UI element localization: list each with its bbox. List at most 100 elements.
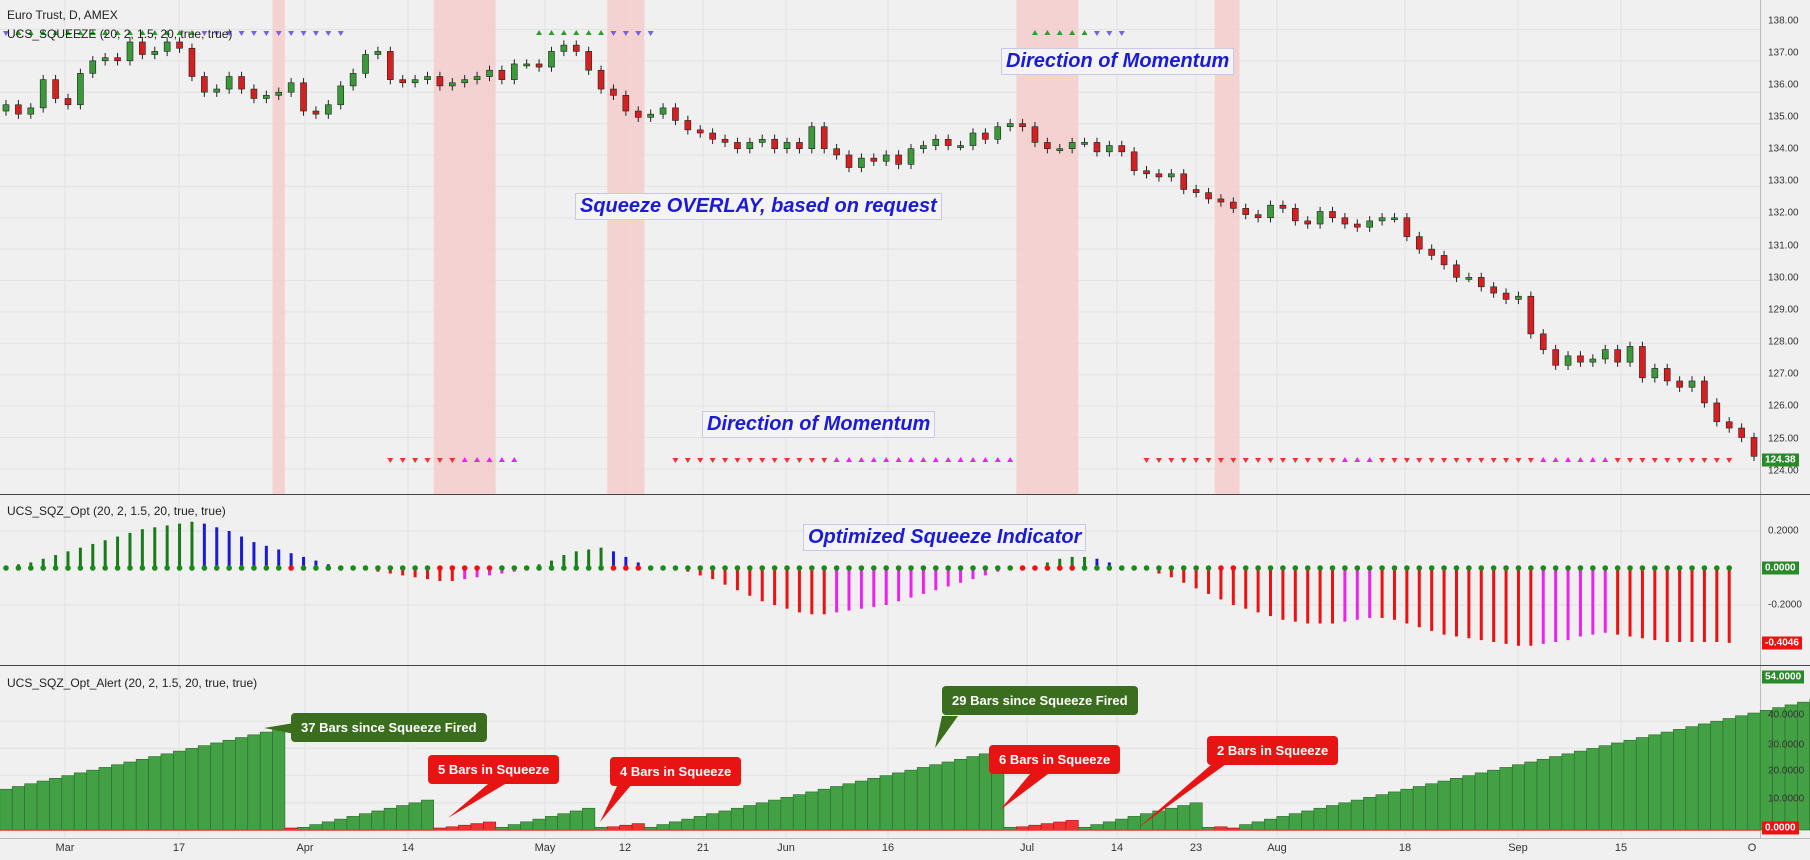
candle xyxy=(1279,204,1287,209)
candle xyxy=(944,138,952,146)
price-tick: 135.00 xyxy=(1768,111,1799,123)
candle xyxy=(969,132,977,146)
squeeze-dot xyxy=(1701,565,1708,571)
squeeze-dot xyxy=(499,565,505,571)
squeeze-dot xyxy=(523,565,530,571)
momentum-triangle xyxy=(1366,457,1373,462)
alert-bar xyxy=(1673,729,1687,831)
momentum-triangle xyxy=(226,31,233,36)
momentum-triangle xyxy=(1478,458,1485,463)
squeeze-dot xyxy=(647,565,654,571)
candle xyxy=(64,98,72,106)
chart-title[interactable]: Euro Trust, D, AMEX xyxy=(7,8,118,22)
alert-bar xyxy=(148,756,162,831)
momentum-triangle xyxy=(610,31,617,36)
candle xyxy=(399,79,407,84)
candle xyxy=(225,76,233,90)
price-tick: 126.00 xyxy=(1768,400,1799,412)
candle xyxy=(27,107,35,115)
callout-bars-since-fired: 29 Bars since Squeeze Fired xyxy=(942,686,1138,715)
squeeze-dot xyxy=(821,565,828,571)
price-indicator-label[interactable]: UCS_SQUEEZE (20, 2, 1.5, 20, true, true) xyxy=(7,27,233,41)
squeeze-dot xyxy=(771,565,778,571)
alert-bar xyxy=(706,813,720,831)
alert-tick: 20.0000 xyxy=(1768,765,1805,777)
alert-bar xyxy=(1264,818,1278,831)
squeeze-dot xyxy=(437,565,443,571)
squeeze-dot xyxy=(102,565,108,571)
squeeze-dot xyxy=(1131,565,1137,571)
momentum-triangle xyxy=(771,458,778,463)
candle xyxy=(994,126,1002,140)
squeeze-dot xyxy=(263,565,270,571)
squeeze-dot xyxy=(1602,565,1609,571)
price-axis[interactable] xyxy=(1760,0,1810,494)
candle xyxy=(1502,292,1510,300)
alert-bar xyxy=(532,818,546,831)
candle xyxy=(1713,402,1721,423)
price-tick: 137.00 xyxy=(1768,47,1799,59)
time-tick: O xyxy=(1747,842,1757,854)
momentum-triangle xyxy=(1267,458,1274,463)
squeeze-dot xyxy=(412,565,418,571)
momentum-triangle xyxy=(1106,31,1113,36)
momentum-triangle xyxy=(1639,458,1646,463)
time-tick: 17 xyxy=(172,842,186,854)
oscillator-indicator-label[interactable]: UCS_SQZ_Opt (20, 2, 1.5, 20, true, true) xyxy=(7,504,226,518)
momentum-triangle xyxy=(1143,458,1150,463)
candle xyxy=(1738,427,1745,438)
candle xyxy=(362,54,369,74)
candle xyxy=(1056,148,1064,151)
squeeze-dot xyxy=(350,565,356,571)
momentum-triangle xyxy=(895,457,902,462)
price-tick: 132.00 xyxy=(1768,207,1799,219)
candle xyxy=(1031,126,1039,143)
momentum-triangle xyxy=(288,31,295,36)
candle xyxy=(89,60,97,74)
candle xyxy=(1168,173,1175,178)
alert-bar xyxy=(247,734,261,831)
alert-bar xyxy=(1660,731,1674,831)
momentum-triangle xyxy=(102,30,109,35)
candle xyxy=(696,129,704,134)
squeeze-dot xyxy=(846,565,852,571)
candle xyxy=(1614,349,1621,363)
momentum-triangle xyxy=(1317,458,1324,463)
candle xyxy=(448,82,456,87)
candle xyxy=(845,154,853,168)
alert-bar xyxy=(1325,805,1339,831)
alert-indicator-label[interactable]: UCS_SQZ_Opt_Alert (20, 2, 1.5, 20, true,… xyxy=(7,676,258,690)
squeeze-dot xyxy=(213,565,220,571)
momentum-triangle xyxy=(151,30,158,35)
squeeze-dot xyxy=(300,565,307,571)
squeeze-dot xyxy=(1180,565,1187,571)
callout-pointer xyxy=(935,716,958,748)
alert-bar xyxy=(743,805,757,831)
squeeze-dot xyxy=(908,565,914,571)
candle xyxy=(510,63,518,80)
pane-separator[interactable] xyxy=(0,494,1810,495)
momentum-triangle xyxy=(1155,458,1162,463)
alert-bar xyxy=(1511,764,1525,831)
candle xyxy=(796,142,803,149)
momentum-triangle xyxy=(1044,30,1051,35)
momentum-triangle xyxy=(1118,31,1125,36)
momentum-triangle xyxy=(808,458,815,463)
momentum-triangle xyxy=(1329,458,1336,463)
momentum-triangle xyxy=(846,457,853,462)
pane-separator[interactable] xyxy=(0,665,1810,666)
candle xyxy=(287,82,295,93)
momentum-triangle xyxy=(436,458,443,463)
squeeze-dot xyxy=(1714,565,1720,571)
alert-bar xyxy=(371,810,385,831)
alert-bar xyxy=(805,791,819,831)
squeeze-dot xyxy=(1230,565,1237,571)
candle xyxy=(1205,192,1212,200)
squeeze-dot xyxy=(1441,565,1447,571)
alert-tick: 30.0000 xyxy=(1768,739,1805,751)
callout-pointer xyxy=(1138,764,1226,828)
alert-bar xyxy=(222,739,236,831)
momentum-triangle xyxy=(932,457,939,462)
alert-bar xyxy=(941,761,955,831)
oscillator-pane[interactable] xyxy=(0,495,1760,665)
